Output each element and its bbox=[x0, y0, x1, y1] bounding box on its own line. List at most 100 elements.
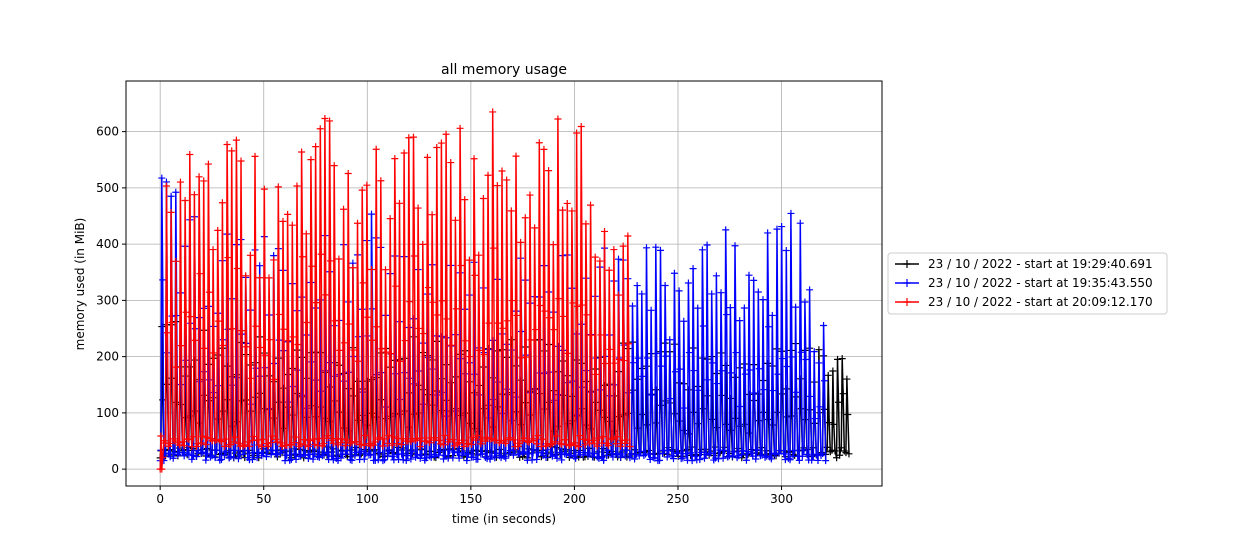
series-point bbox=[420, 330, 428, 338]
series-point bbox=[773, 225, 781, 233]
series-point bbox=[357, 447, 365, 455]
series-point bbox=[763, 452, 771, 460]
series-point bbox=[353, 449, 361, 457]
series-point bbox=[409, 133, 417, 141]
series-point bbox=[216, 436, 224, 444]
series-point bbox=[600, 456, 608, 464]
series-point bbox=[293, 182, 301, 190]
series-point bbox=[315, 434, 323, 442]
series-point bbox=[498, 167, 506, 175]
series-point bbox=[831, 447, 839, 455]
x-tick-label: 150 bbox=[459, 492, 482, 506]
series-point bbox=[419, 240, 427, 248]
series-point bbox=[429, 298, 437, 306]
series-point bbox=[671, 368, 679, 376]
x-tick-label: 0 bbox=[156, 492, 164, 506]
series-point bbox=[332, 435, 340, 443]
series-point bbox=[677, 455, 685, 463]
series-point bbox=[418, 451, 426, 459]
series-point bbox=[216, 456, 224, 464]
series-point bbox=[201, 344, 209, 352]
series-point bbox=[653, 349, 661, 357]
series-point bbox=[491, 454, 499, 462]
series-point bbox=[200, 177, 208, 185]
series-point bbox=[217, 455, 225, 463]
series-point bbox=[800, 446, 808, 454]
series-point bbox=[220, 451, 228, 459]
series-point bbox=[828, 446, 836, 454]
series-point bbox=[803, 450, 811, 458]
y-axis-label: memory used (in MiB) bbox=[73, 218, 87, 351]
series-point bbox=[345, 320, 353, 328]
y-tick-label: 600 bbox=[96, 125, 119, 139]
series-point bbox=[391, 155, 399, 163]
series-point bbox=[385, 431, 393, 439]
series-point bbox=[298, 148, 306, 156]
series-point bbox=[843, 375, 851, 383]
series-point bbox=[777, 446, 785, 454]
series-point bbox=[209, 246, 217, 254]
series-point bbox=[219, 341, 227, 349]
series-point bbox=[462, 337, 470, 345]
series-point bbox=[337, 454, 345, 462]
series-point bbox=[418, 434, 426, 442]
series-point bbox=[426, 452, 434, 460]
series-point bbox=[253, 454, 261, 462]
series-point bbox=[531, 224, 539, 232]
series-point bbox=[545, 167, 553, 175]
series-point bbox=[611, 359, 619, 367]
series-point bbox=[416, 454, 424, 462]
series-point bbox=[169, 454, 177, 462]
series-point bbox=[159, 276, 167, 284]
series-point bbox=[708, 290, 716, 298]
series-point bbox=[348, 456, 356, 464]
series-point bbox=[679, 454, 687, 462]
series-point bbox=[454, 449, 462, 457]
series-point bbox=[329, 456, 337, 464]
series-point bbox=[475, 251, 483, 259]
series-point bbox=[440, 441, 448, 449]
series-point bbox=[624, 232, 632, 240]
series-point bbox=[251, 152, 259, 160]
series-point bbox=[180, 442, 188, 450]
series-point bbox=[838, 355, 846, 363]
series-point bbox=[565, 442, 573, 450]
series-point bbox=[218, 199, 226, 207]
legend: 23 / 10 / 2022 - start at 19:29:40.691 23… bbox=[887, 252, 1168, 315]
series-point bbox=[401, 337, 409, 345]
series-point bbox=[798, 452, 806, 460]
series-point bbox=[167, 208, 175, 216]
series-point bbox=[730, 448, 738, 456]
series-point bbox=[316, 125, 324, 133]
series-point bbox=[526, 191, 534, 199]
series-point bbox=[546, 314, 554, 322]
series-point bbox=[326, 117, 334, 125]
chart-title: all memory usage bbox=[441, 62, 567, 78]
series-point bbox=[516, 450, 524, 458]
series-point bbox=[478, 450, 486, 458]
x-tick-label: 200 bbox=[563, 492, 586, 506]
series-point bbox=[539, 435, 547, 443]
series-point bbox=[753, 446, 761, 454]
series-point bbox=[328, 452, 336, 460]
series-point bbox=[213, 446, 221, 454]
series-point bbox=[553, 432, 561, 440]
series-point bbox=[382, 348, 390, 356]
series-point bbox=[620, 357, 628, 365]
series-point bbox=[778, 223, 786, 231]
series-layer bbox=[156, 108, 853, 473]
series-point bbox=[187, 313, 195, 321]
series-point bbox=[232, 136, 240, 144]
series-point bbox=[297, 452, 305, 460]
series-point bbox=[739, 447, 747, 455]
series-point bbox=[474, 432, 482, 440]
series-point bbox=[336, 346, 344, 354]
series-point bbox=[398, 441, 406, 449]
series-point bbox=[806, 286, 814, 294]
series-point bbox=[607, 435, 615, 443]
series-point bbox=[308, 262, 316, 270]
series-point bbox=[230, 438, 238, 446]
series-point bbox=[629, 359, 637, 367]
series-point bbox=[259, 435, 267, 443]
